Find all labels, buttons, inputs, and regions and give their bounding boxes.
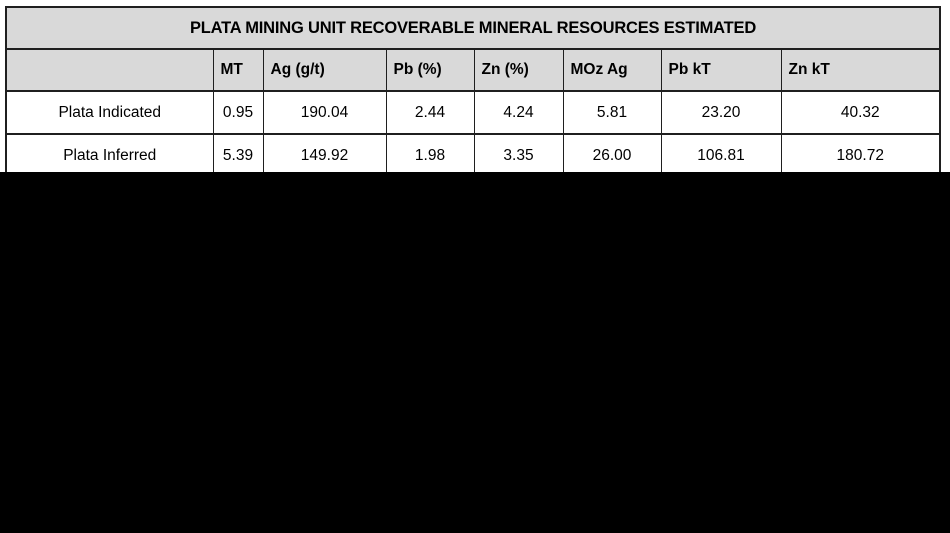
- data-cell: 180.72: [780, 133, 941, 178]
- data-cell: 0.95: [212, 90, 264, 135]
- data-cell: 5.81: [562, 90, 662, 135]
- data-cell: 149.92: [262, 133, 387, 178]
- data-cell: 5.39: [212, 133, 264, 178]
- data-cell: 106.81: [660, 133, 782, 178]
- table-header-row: MT Ag (g/t) Pb (%) Zn (%) MOz Ag Pb kT Z…: [5, 48, 941, 92]
- table-row-plata-indicated: Plata Indicated 0.95 190.04 2.44 4.24 5.…: [5, 90, 941, 135]
- col-header-moz-ag: MOz Ag: [562, 48, 662, 92]
- col-header-mt: MT: [212, 48, 264, 92]
- row-label: Plata Indicated: [5, 90, 214, 135]
- col-header-zn-pct: Zn (%): [473, 48, 564, 92]
- data-cell: 40.32: [780, 90, 941, 135]
- col-header-pb-pct: Pb (%): [385, 48, 475, 92]
- col-header-pb-kt: Pb kT: [660, 48, 782, 92]
- row-label: Plata Inferred: [5, 133, 214, 178]
- data-cell: 2.44: [385, 90, 475, 135]
- mineral-resources-table: PLATA MINING UNIT RECOVERABLE MINERAL RE…: [5, 6, 941, 178]
- black-panel: [0, 172, 950, 533]
- data-cell: 4.24: [473, 90, 564, 135]
- data-cell: 1.98: [385, 133, 475, 178]
- data-cell: 26.00: [562, 133, 662, 178]
- table-title: PLATA MINING UNIT RECOVERABLE MINERAL RE…: [5, 6, 941, 50]
- table-title-row: PLATA MINING UNIT RECOVERABLE MINERAL RE…: [5, 6, 941, 50]
- table-row-plata-inferred: Plata Inferred 5.39 149.92 1.98 3.35 26.…: [5, 133, 941, 178]
- col-header-blank: [5, 48, 214, 92]
- col-header-ag-gpt: Ag (g/t): [262, 48, 387, 92]
- data-cell: 190.04: [262, 90, 387, 135]
- col-header-zn-kt: Zn kT: [780, 48, 941, 92]
- data-cell: 23.20: [660, 90, 782, 135]
- data-cell: 3.35: [473, 133, 564, 178]
